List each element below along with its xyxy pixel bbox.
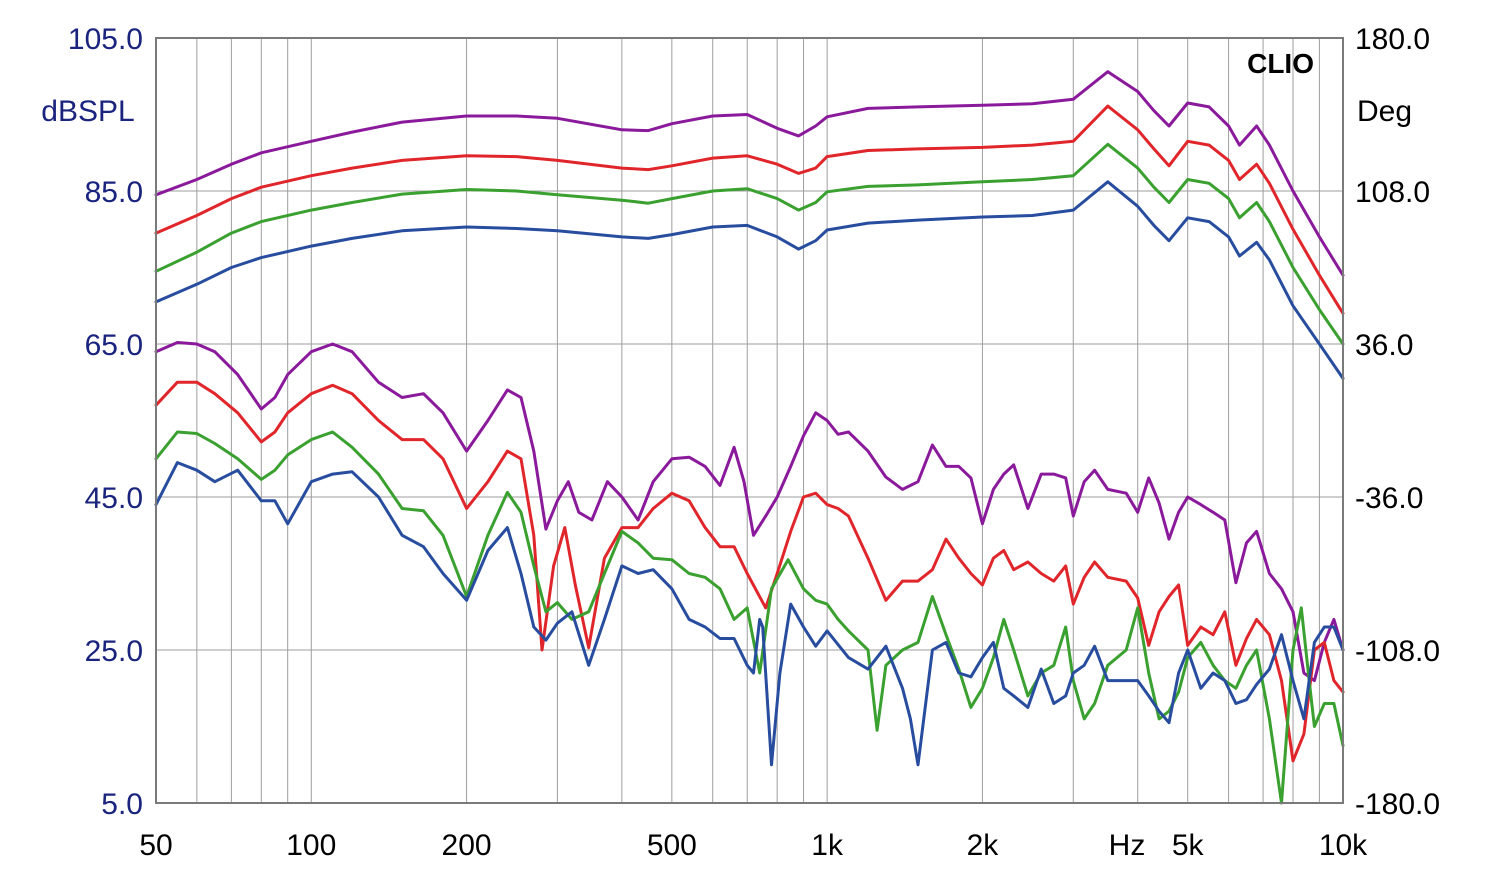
x-tick-label: 10k [1319,829,1368,862]
y-tick-label: 25.0 [85,635,143,668]
x-tick-label: 500 [647,829,697,862]
series-line-red-upper [154,104,1345,315]
y-axis-label: dBSPL [41,95,134,128]
y-tick-label: 5.0 [101,788,143,821]
series-line-blue-lower [154,461,1345,767]
y-tick-label: 85.0 [85,176,143,209]
x-tick-label: 100 [286,829,336,862]
y-tick-label: 105.0 [68,23,143,56]
x-tick-label: 1k [811,829,844,862]
y-tick-label: 45.0 [85,482,143,515]
clio-brand-label: CLIO [1247,48,1314,79]
y2-tick-label: -180.0 [1355,788,1440,821]
series-line-green-lower [154,430,1345,805]
x-axis-unit-label: Hz [1109,829,1146,862]
y2-tick-label: 108.0 [1355,176,1430,209]
series-lines [154,70,1345,805]
x-tick-label: 50 [139,829,172,862]
plot-frame [155,37,1344,804]
series-line-purple-lower [154,341,1345,683]
series-line-red-lower [154,380,1345,763]
y2-tick-label: -36.0 [1355,482,1423,515]
x-tick-label: 2k [967,829,1000,862]
y-tick-label: 65.0 [85,329,143,362]
series-line-green-upper [154,142,1345,346]
y2-tick-label: 180.0 [1355,23,1430,56]
y2-tick-label: 36.0 [1355,329,1413,362]
axis-labels: CLIO dBSPL Deg Hz 5.0 25.0 45.0 65.0 85.0 105… [41,23,1440,862]
x-tick-label: 200 [442,829,492,862]
y2-axis-label: Deg [1357,95,1412,128]
x-tick-label: 5k [1172,829,1205,862]
series-line-purple-upper [154,70,1345,277]
y2-tick-label: -108.0 [1355,635,1440,668]
series-line-blue-upper [154,180,1345,380]
